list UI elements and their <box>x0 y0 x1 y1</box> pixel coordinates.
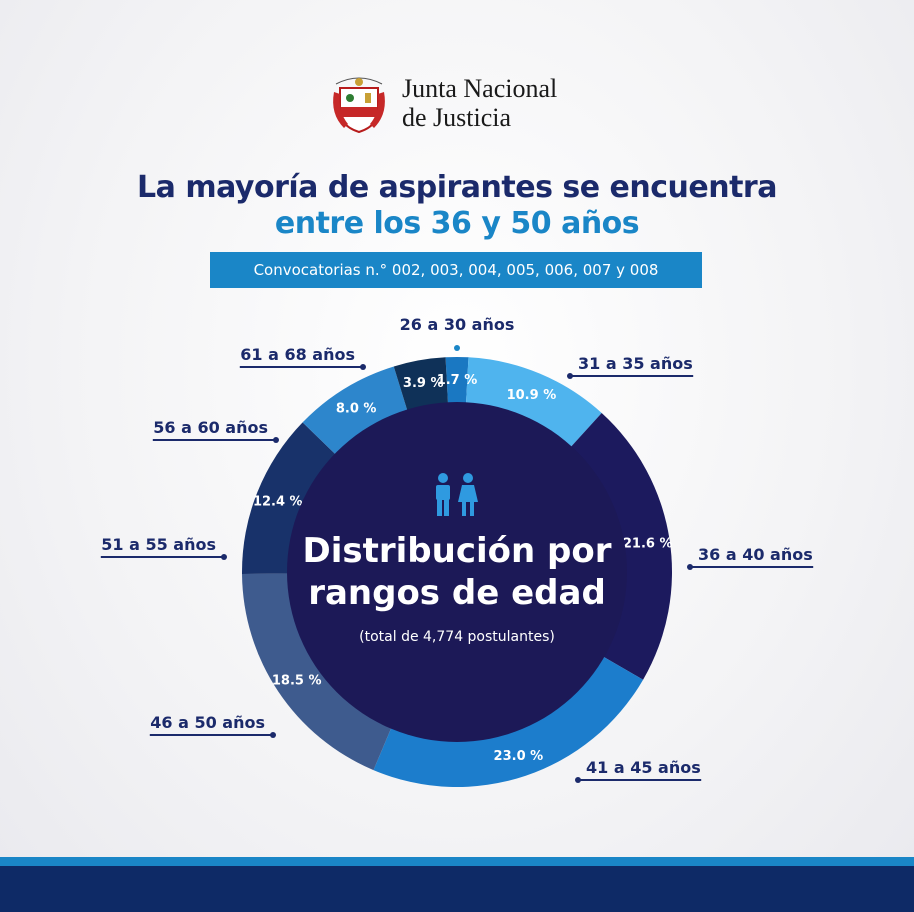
category-label: 41 a 45 años <box>586 758 701 777</box>
org-line2: de Justicia <box>402 103 512 132</box>
slice-value-label: 10.9 % <box>507 388 557 403</box>
org-line1: Junta Nacional <box>402 74 558 103</box>
category-label: 56 a 60 años <box>153 418 268 437</box>
callout-dot <box>360 364 366 370</box>
callouts-group: 26 a 30 años 31 a 35 años 36 a 40 años 41 a… <box>100 315 814 783</box>
slice-value-label: 21.6 % <box>623 536 673 551</box>
callout-dot <box>567 373 573 379</box>
header: Junta Nacional de Justicia <box>330 70 557 136</box>
callout-dot <box>454 345 460 351</box>
center-title-line1: Distribución por <box>302 531 611 571</box>
category-label: 36 a 40 años <box>698 545 813 564</box>
title-line2: entre los 36 y 50 años <box>274 206 640 241</box>
title-line1: La mayoría de aspirantes se encuentra <box>137 170 777 205</box>
category-label: 51 a 55 años <box>101 535 216 554</box>
subtitle-banner: Convocatorias n.° 002, 003, 004, 005, 00… <box>210 252 702 288</box>
slice-value-label: 8.0 % <box>336 401 377 416</box>
percent-labels-group: 1.7 % 10.9 % 21.6 % 23.0 % 18.5 % 12.4 % 8.0 %… <box>253 373 673 764</box>
category-label: 31 a 35 años <box>578 354 693 373</box>
callout-dot <box>221 554 227 560</box>
category-label: 26 a 30 años <box>400 315 515 334</box>
category-label: 46 a 50 años <box>150 713 265 732</box>
slice-value-label: 12.4 % <box>253 494 303 509</box>
center-title-line2: rangos de edad <box>308 573 606 613</box>
callout-dot <box>273 437 279 443</box>
center-total-label: (total de 4,774 postulantes) <box>359 629 555 645</box>
coat-of-arms-icon <box>333 77 385 134</box>
slice-value-label: 1.7 % <box>437 373 478 388</box>
organization-name: Junta Nacional de Justicia <box>402 74 557 132</box>
callout-dot <box>575 777 581 783</box>
slice-value-label: 18.5 % <box>272 673 322 688</box>
slice-value-label: 23.0 % <box>494 749 544 764</box>
people-icon <box>436 473 478 516</box>
footer-accent-bar <box>0 857 914 866</box>
footer-bar <box>0 866 914 912</box>
slice-value-label: 3.9 % <box>403 376 444 391</box>
center-disc <box>287 402 627 742</box>
category-label: 61 a 68 años <box>240 345 355 364</box>
callout-dot <box>270 732 276 738</box>
callout-dot <box>687 564 693 570</box>
